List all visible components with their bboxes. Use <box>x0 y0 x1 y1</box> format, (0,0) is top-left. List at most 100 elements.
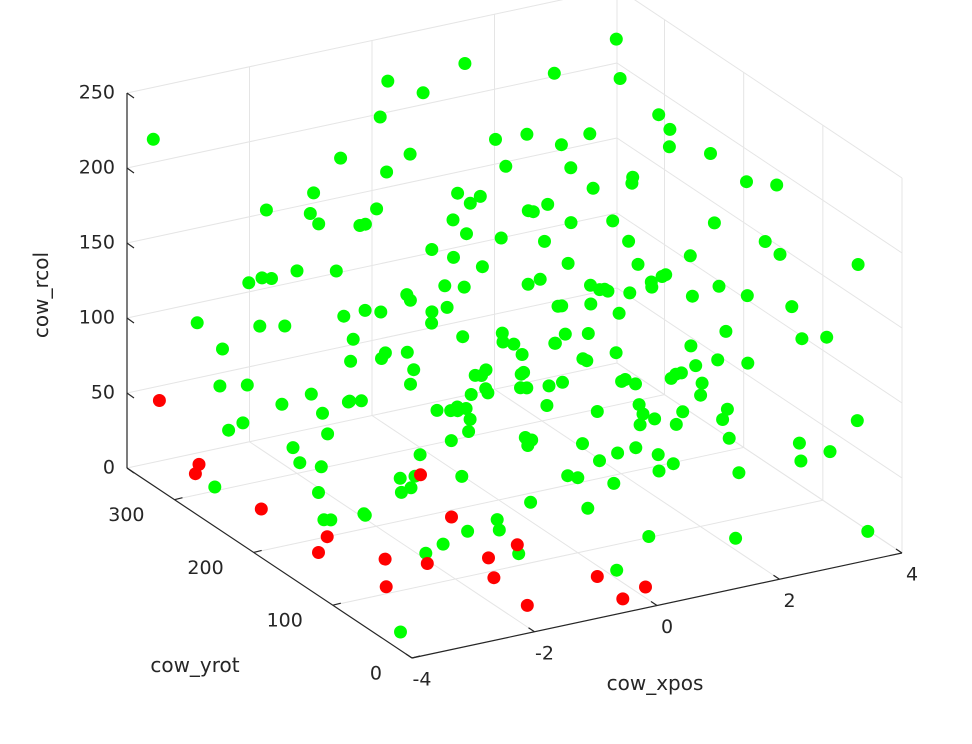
scatter-point-green <box>598 282 612 296</box>
scatter-point-green <box>425 243 439 256</box>
scatter-point-green <box>416 86 430 100</box>
chart-points <box>146 32 875 639</box>
grid-line <box>616 287 903 479</box>
scatter-point-red <box>379 580 393 594</box>
scatter-point-green <box>612 306 626 320</box>
scatter-point-red <box>616 592 630 606</box>
scatter-point-green <box>758 235 772 248</box>
scatter-point-green <box>741 356 755 370</box>
scatter-point-green <box>242 276 256 290</box>
scatter-point-green <box>190 316 204 330</box>
scatter-point-green <box>440 300 454 314</box>
scatter-point-green <box>540 399 554 412</box>
x-tick-label: 4 <box>906 564 918 586</box>
scatter-point-green <box>370 202 384 216</box>
x-tick-mark <box>405 653 413 659</box>
scatter-point-green <box>521 277 535 291</box>
scatter-point-green <box>492 523 506 537</box>
scatter-point-green <box>425 316 439 330</box>
scatter-point-red <box>590 570 604 583</box>
scatter-point-green <box>664 371 678 385</box>
scatter-point-green <box>438 279 452 293</box>
scatter-point-green <box>259 203 273 217</box>
grid-line <box>634 0 903 179</box>
scatter-point-green <box>381 74 395 88</box>
scatter-point-green <box>548 336 562 350</box>
z-tick-label: 0 <box>103 457 115 479</box>
z-tick-mark <box>126 317 135 324</box>
scatter-point-green <box>358 303 372 317</box>
x-tick-label: -4 <box>413 669 432 691</box>
scatter-point-green <box>329 264 343 278</box>
scatter-point-green <box>520 127 534 141</box>
scatter-point-green <box>344 354 358 368</box>
scatter-point-green <box>651 448 665 462</box>
scatter-point-green <box>541 197 555 211</box>
scatter-point-green <box>611 446 625 460</box>
scatter-point-green <box>662 140 676 154</box>
scatter-point-green <box>642 530 656 543</box>
scatter-point-green <box>312 486 325 499</box>
scatter-point-green <box>652 108 666 122</box>
scatter-point-green <box>403 293 417 307</box>
scatter-point-green <box>213 379 227 393</box>
scatter-point-green <box>581 501 595 515</box>
scatter-point-green <box>312 217 326 231</box>
grid-line <box>371 415 658 606</box>
scatter-point-green <box>394 625 407 639</box>
scatter-point-green <box>304 387 318 401</box>
scatter-point-green <box>354 394 368 408</box>
z-tick-label: 50 <box>91 382 115 404</box>
scatter-point-green <box>740 289 754 303</box>
scatter-point-green <box>689 359 703 373</box>
scatter-point-green <box>593 454 606 468</box>
scatter-point-green <box>655 270 669 283</box>
scatter-point-green <box>463 412 477 426</box>
scatter-point-green <box>850 414 864 428</box>
scatter-point-green <box>576 437 589 451</box>
scatter-point-green <box>851 258 865 271</box>
scatter-point-green <box>652 464 666 478</box>
grid-line <box>249 441 535 633</box>
scatter-point-green <box>307 186 321 200</box>
scatter-point-green <box>583 127 597 141</box>
scatter-point-green <box>479 363 493 377</box>
scatter-point-green <box>468 368 482 382</box>
scatter-point-green <box>286 441 300 455</box>
scatter-point-green <box>683 249 697 263</box>
scatter-point-green <box>462 425 476 438</box>
z-axis-label: cow_rcol <box>29 252 53 338</box>
scatter-point-green <box>823 445 837 459</box>
scatter-point-green <box>712 279 726 293</box>
scatter-point-green <box>711 353 725 367</box>
scatter-point-green <box>490 513 504 527</box>
scatter-point-green <box>695 376 709 390</box>
scatter-point-green <box>729 531 743 545</box>
y-tick-label: 100 <box>267 610 303 632</box>
scatter-point-green <box>533 272 547 286</box>
scatter-point-green <box>494 231 508 245</box>
scatter-point-green <box>720 402 734 416</box>
scatter-point-green <box>554 138 568 152</box>
scatter-point-green <box>666 457 680 471</box>
y-tick-mark <box>253 549 262 554</box>
scatter-point-green <box>444 434 458 448</box>
x-tick-mark <box>650 601 658 606</box>
scatter-point-green <box>407 363 421 377</box>
scatter-point-green <box>520 381 534 395</box>
scatter-point-green <box>321 427 335 441</box>
scatter-point-green <box>314 460 328 474</box>
scatter-point-green <box>571 471 585 485</box>
grid-line <box>616 137 903 329</box>
scatter-point-green <box>795 332 809 346</box>
scatter-point-red <box>487 571 501 585</box>
scatter-point-green <box>358 217 372 231</box>
scatter-point-green <box>564 161 578 175</box>
x-tick-mark <box>895 548 903 554</box>
y-tick-label: 200 <box>187 557 223 579</box>
scatter-point-red <box>420 557 434 570</box>
scatter-point-green <box>584 297 598 311</box>
scatter-point-green <box>538 234 551 248</box>
scatter-point-green <box>446 213 460 227</box>
scatter-point-green <box>623 286 637 300</box>
